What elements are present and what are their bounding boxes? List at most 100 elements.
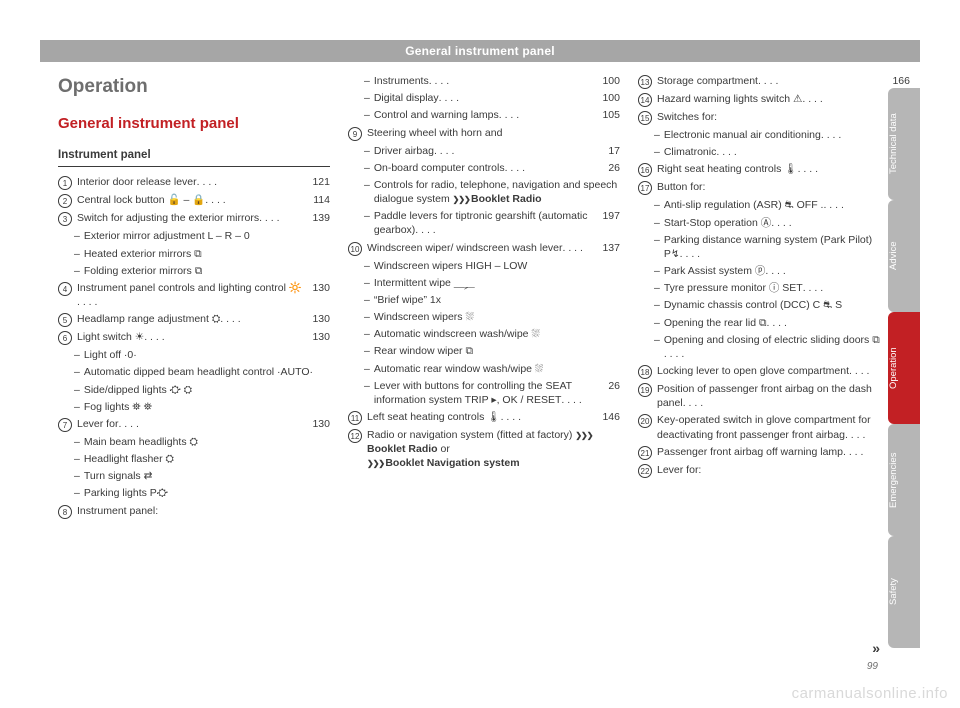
column-1: Operation General instrument panel Instr…: [58, 74, 330, 522]
leader-dots: . . . .: [205, 193, 225, 207]
list-sub-item: Windscreen wipers ⛆: [348, 310, 620, 324]
tab-technical-data[interactable]: Technical data: [888, 88, 920, 200]
dash-icon: [364, 379, 374, 393]
item-label: Lever with buttons for controlling the S…: [374, 379, 592, 407]
dash-icon: [74, 383, 84, 397]
title-instrument-panel: Instrument panel: [58, 148, 330, 168]
leader-dots: . . . .: [716, 145, 736, 159]
list-sub-item: Digital display . . . .100: [348, 91, 620, 105]
tab-advice[interactable]: Advice: [888, 200, 920, 312]
item-label: Lever for . . . .: [77, 417, 302, 431]
item-number-icon: 22: [638, 464, 652, 478]
item-number-icon: 1: [58, 176, 72, 190]
dash-icon: [654, 298, 664, 312]
item-label: Switches for:: [657, 110, 910, 124]
leader-dots: . . . .: [771, 216, 791, 230]
dash-icon: [364, 161, 374, 175]
list-sub-item: Control and warning lamps . . . .105: [348, 108, 620, 122]
list-item: 16Right seat heating controls 🌡 . . . .1…: [638, 162, 910, 177]
page-ref: 26: [592, 379, 620, 393]
leader-dots: . . . .: [798, 162, 818, 176]
leader-dots: . . . .: [664, 347, 684, 361]
list-sub-item: Driver airbag . . . .17: [348, 144, 620, 158]
dash-icon: [364, 108, 374, 122]
list-sub-item: Dynamic chassis control (DCC) C ⛐ S: [638, 298, 910, 312]
item-number-icon: 16: [638, 163, 652, 177]
list-sub-item: Side/dipped lights ⛮ ⛭: [58, 383, 330, 397]
item-label: Exterior mirror adjustment L – R – 0: [84, 229, 330, 243]
dash-icon: [364, 293, 374, 307]
column-3: 13Storage compartment . . . .16614Hazard…: [638, 74, 910, 522]
dash-icon: [364, 178, 374, 192]
list-sub-item: Automatic rear window wash/wipe ⛆: [348, 362, 620, 376]
list-item: 2Central lock button 🔓 – 🔒 . . . .114: [58, 193, 330, 208]
item-label: On-board computer controls . . . .: [374, 161, 592, 175]
dash-icon: [364, 327, 374, 341]
item-label: Right seat heating controls 🌡 . . . .: [657, 162, 882, 176]
item-label: Start-Stop operation Ⓐ . . . .: [664, 216, 882, 230]
item-label: Hazard warning lights switch ⚠ . . . .: [657, 92, 882, 106]
page-ref: 130: [302, 281, 330, 295]
item-label: Windscreen wipers ⛆: [374, 310, 620, 324]
list-item: 8 Instrument panel:: [58, 504, 330, 519]
list-sub-item: Folding exterior mirrors ⧉: [58, 264, 330, 278]
list-item: 18 Locking lever to open glove compartmen…: [638, 364, 910, 379]
list-item: 3Switch for adjusting the exterior mirro…: [58, 211, 330, 226]
dash-icon: [74, 264, 84, 278]
tab-safety[interactable]: Safety: [888, 536, 920, 648]
item-label: Electronic manual air conditioning . . .…: [664, 128, 882, 142]
list-item: 17Button for:: [638, 180, 910, 195]
page-ref: 130: [302, 417, 330, 431]
item-label: “Brief wipe” 1x: [374, 293, 620, 307]
dash-icon: [74, 435, 84, 449]
tab-emergencies[interactable]: Emergencies: [888, 424, 920, 536]
dash-icon: [654, 145, 664, 159]
dash-icon: [74, 400, 84, 414]
item-number-icon: 13: [638, 75, 652, 89]
item-number-icon: 12: [348, 429, 362, 443]
title-general-instrument-panel: General instrument panel: [58, 114, 330, 134]
leader-dots: . . . .: [499, 108, 519, 122]
dash-icon: [654, 128, 664, 142]
list-item: 19Position of passenger front airbag on …: [638, 382, 910, 410]
leader-dots: . . . .: [197, 175, 217, 189]
side-tabs: Technical dataAdviceOperationEmergencies…: [888, 88, 920, 648]
dash-icon: [364, 209, 374, 223]
item-number-icon: 6: [58, 331, 72, 345]
item-label: Interior door release lever . . . .: [77, 175, 302, 189]
item-label: Turn signals ⇄: [84, 469, 330, 483]
item-number-icon: 3: [58, 212, 72, 226]
page-ref: 146: [592, 410, 620, 424]
leader-dots: . . . .: [415, 223, 435, 237]
item-label: Park Assist system ⓟ . . . .: [664, 264, 882, 278]
page-number: 99: [867, 661, 878, 672]
dash-icon: [364, 276, 374, 290]
dash-icon: [364, 344, 374, 358]
item-label: Instrument panel:: [77, 504, 330, 518]
item-label: Digital display . . . .: [374, 91, 592, 105]
list-sub-item: Instruments . . . .100: [348, 74, 620, 88]
item-number-icon: 8: [58, 505, 72, 519]
item-number-icon: 10: [348, 242, 362, 256]
item-label: Side/dipped lights ⛮ ⛭: [84, 383, 330, 397]
item-label: Main beam headlights ⛭: [84, 435, 330, 449]
list-sub-item: Windscreen wipers HIGH – LOW: [348, 259, 620, 273]
list-sub-item: Parking lights P⛮: [58, 486, 330, 500]
list-col3: 13Storage compartment . . . .16614Hazard…: [638, 74, 910, 478]
manual-page: General instrument panel Operation Gener…: [40, 40, 920, 680]
item-number-icon: 18: [638, 365, 652, 379]
page-ref: 17: [592, 144, 620, 158]
dash-icon: [654, 198, 664, 212]
item-label: Locking lever to open glove compartment …: [657, 364, 882, 378]
item-number-icon: 19: [638, 383, 652, 397]
list-item: 11Left seat heating controls 🌡 . . . .14…: [348, 410, 620, 425]
item-label: Instruments . . . .: [374, 74, 592, 88]
list-item: 14Hazard warning lights switch ⚠ . . . .…: [638, 92, 910, 107]
tab-operation[interactable]: Operation: [888, 312, 920, 424]
leader-dots: . . . .: [429, 74, 449, 88]
list-sub-item: Anti-slip regulation (ASR) ⛐ OFF . . . .…: [638, 198, 910, 212]
list-sub-item: Intermittent wipe ⸏⸐: [348, 276, 620, 290]
list-item: 6Light switch ☀ . . . .130: [58, 330, 330, 345]
watermark: carmanualsonline.info: [792, 685, 948, 702]
item-label: Automatic windscreen wash/wipe ⛆: [374, 327, 620, 341]
